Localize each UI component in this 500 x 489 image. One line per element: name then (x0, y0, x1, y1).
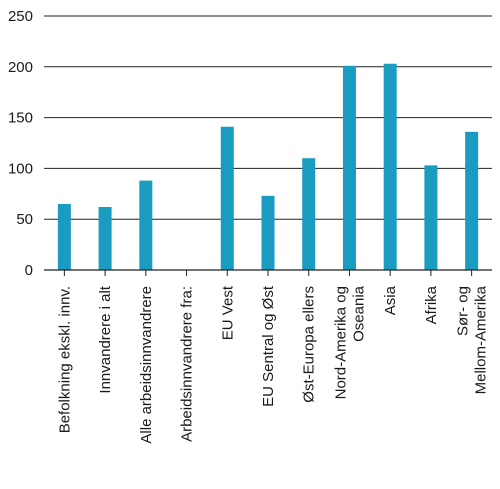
bars (57, 63, 479, 270)
x-tick-label: Sør- og (455, 286, 472, 336)
bar (139, 180, 153, 270)
labels: 0 50 100 150 200 250 Befolkning ekskl. innv. In… (8, 8, 490, 444)
bar (383, 63, 397, 270)
bar (261, 195, 275, 270)
x-tick-label: Alle arbeidsinnvandrere (138, 286, 155, 444)
x-tick-label: Nord-Amerika og (332, 286, 349, 399)
y-tick-label: 50 (16, 211, 33, 228)
y-tick-label: 250 (8, 8, 33, 25)
y-tick-label: 0 (25, 262, 33, 279)
x-tick-label: Asia (382, 285, 399, 315)
gridlines (44, 15, 492, 220)
x-tick-label: Innvandrere i alt (97, 285, 114, 393)
y-tick-label: 150 (8, 110, 33, 127)
y-tick-label: 100 (8, 160, 33, 177)
x-tick-label: Befolkning ekskl. innv. (56, 286, 73, 433)
bar (220, 126, 234, 270)
bar (342, 65, 356, 270)
bar (424, 165, 438, 270)
y-tick-label: 200 (8, 59, 33, 76)
axes (44, 269, 492, 276)
x-tick-label: EU Vest (219, 285, 236, 340)
x-tick-label: EU Sentral og Øst (260, 285, 277, 407)
x-tick-label: Øst-Europa ellers (301, 286, 318, 403)
bar (98, 207, 112, 270)
x-tick-label: Arbeidsinnvandrere fra: (179, 286, 196, 442)
bar (302, 158, 316, 270)
x-tick-label: Oseania (350, 285, 367, 342)
x-tick-label: Afrika (423, 285, 440, 324)
x-tick-label: Mellom-Amerika (473, 285, 490, 394)
bar (465, 131, 479, 270)
bar (57, 203, 71, 270)
